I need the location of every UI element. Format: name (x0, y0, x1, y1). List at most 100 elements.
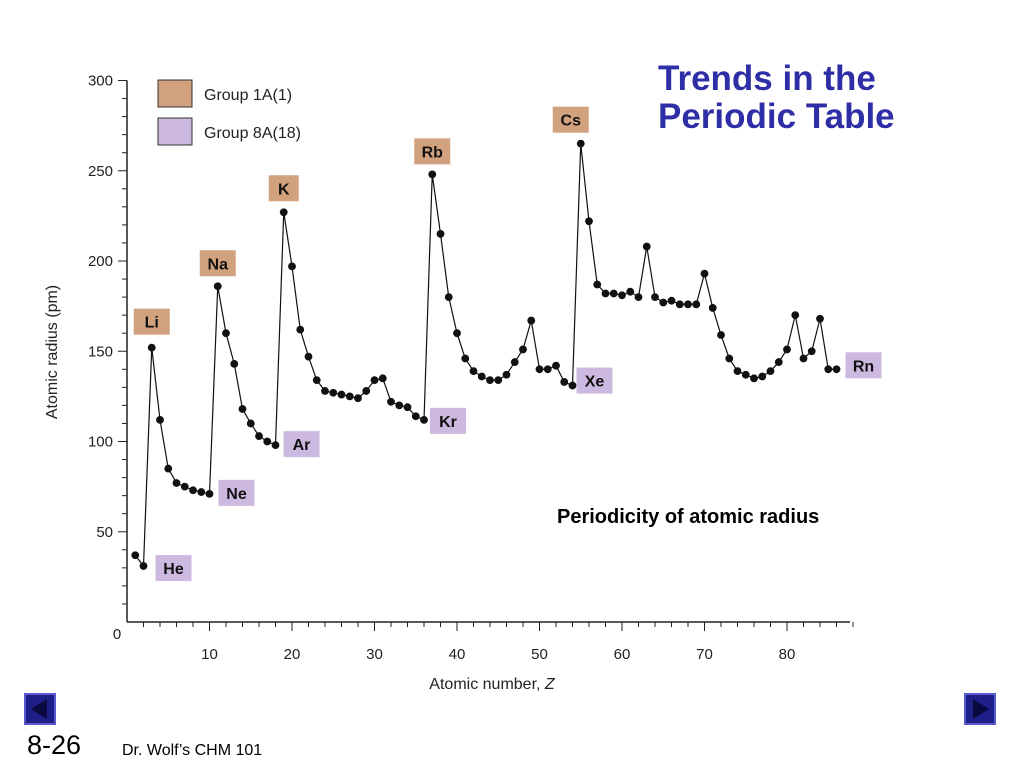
data-point (378, 374, 387, 383)
data-point (312, 376, 321, 385)
footer-author: Dr. Wolf’s CHM 101 (122, 742, 263, 759)
data-point (246, 419, 255, 428)
data-point (824, 365, 833, 374)
data-point (486, 376, 494, 385)
data-point (816, 314, 824, 323)
data-point (304, 352, 313, 361)
data-point (403, 403, 412, 412)
element-label-box (283, 431, 320, 458)
y-tick-label: 150 (88, 343, 113, 360)
data-point (411, 412, 420, 421)
data-point (783, 345, 791, 354)
slide-title-line-2: Periodic Table (658, 97, 895, 136)
x-axis-label: Atomic number, Z (429, 676, 556, 693)
data-point (791, 311, 800, 320)
chart-axes: 50 100 150 200 250 300 0 10 20 30 40 50 60 70 80 Atomic… (44, 73, 854, 693)
data-point (510, 358, 519, 366)
element-label: Ne (226, 486, 247, 503)
data-point (321, 387, 329, 395)
data-point (279, 208, 288, 217)
data-point (131, 551, 140, 560)
legend-swatch (157, 117, 193, 146)
data-point (354, 394, 362, 403)
data-point (684, 300, 692, 309)
data-point (420, 415, 428, 424)
data-point (395, 401, 404, 410)
data-point (222, 329, 230, 338)
x-tick-label: 20 (284, 646, 301, 663)
element-label-box (414, 138, 451, 165)
data-point (461, 354, 470, 363)
data-point (494, 376, 503, 385)
data-point (469, 367, 478, 376)
y-axis-label: Atomic radius (pm) (44, 285, 61, 419)
data-point (799, 354, 808, 363)
data-point (436, 230, 445, 238)
x-tick-label: 60 (614, 646, 631, 663)
element-label: Kr (439, 414, 457, 431)
triangle-right-icon (973, 699, 989, 719)
y-tick-label: 250 (88, 163, 113, 180)
data-point (642, 242, 651, 251)
data-point (750, 374, 758, 383)
data-point (543, 365, 552, 374)
data-point (535, 365, 544, 374)
data-point (428, 170, 437, 179)
chart-series (131, 139, 841, 570)
element-label: Na (208, 256, 229, 273)
y-tick-label: 300 (88, 73, 113, 90)
element-label-box (155, 555, 192, 582)
data-point (329, 388, 338, 397)
data-point (758, 372, 767, 381)
data-point (634, 293, 643, 301)
y-tick-label: 100 (88, 434, 113, 451)
x-tick-label: 80 (779, 646, 796, 663)
data-point (387, 397, 395, 406)
data-point (807, 347, 816, 356)
data-point (717, 331, 725, 339)
element-label: He (163, 561, 184, 578)
data-point (651, 293, 659, 301)
element-label-box (133, 308, 170, 335)
chart-legend: Group 1A(1) Group 8A(18) (157, 79, 301, 146)
x-tick-label: 30 (366, 646, 383, 663)
data-point (766, 367, 775, 376)
element-label-box (268, 175, 299, 202)
data-point (156, 415, 164, 424)
data-point (255, 432, 263, 440)
data-point (725, 354, 734, 363)
triangle-left-icon (31, 699, 47, 719)
previous-slide-button[interactable] (24, 693, 56, 725)
data-point (708, 304, 717, 312)
element-label-box (430, 407, 466, 434)
data-point (741, 370, 750, 379)
data-point (147, 343, 156, 352)
data-point (692, 300, 701, 309)
data-point (519, 345, 527, 354)
data-point (667, 296, 676, 305)
data-point (180, 482, 189, 491)
data-point (337, 390, 346, 399)
y-tick-label: 200 (88, 253, 113, 270)
data-point (477, 372, 486, 381)
data-point (230, 359, 239, 368)
data-point (618, 291, 626, 300)
chart-caption: Periodicity of atomic radius (557, 506, 820, 528)
data-point (560, 378, 569, 386)
data-point (189, 486, 197, 495)
data-point (444, 293, 453, 301)
element-label-box (552, 106, 589, 133)
slide-title: Trends in the Periodic Table (658, 60, 998, 136)
element-label: Rn (853, 358, 874, 375)
y-tick-label: 50 (96, 524, 113, 541)
data-point (296, 325, 305, 334)
data-point (205, 489, 214, 498)
data-point (263, 437, 272, 446)
data-point (453, 329, 461, 338)
next-slide-button[interactable] (964, 693, 996, 725)
data-point (172, 479, 181, 487)
data-point (568, 381, 577, 390)
data-point (502, 370, 511, 379)
data-point (659, 298, 668, 307)
x-tick-label: 10 (201, 646, 218, 663)
